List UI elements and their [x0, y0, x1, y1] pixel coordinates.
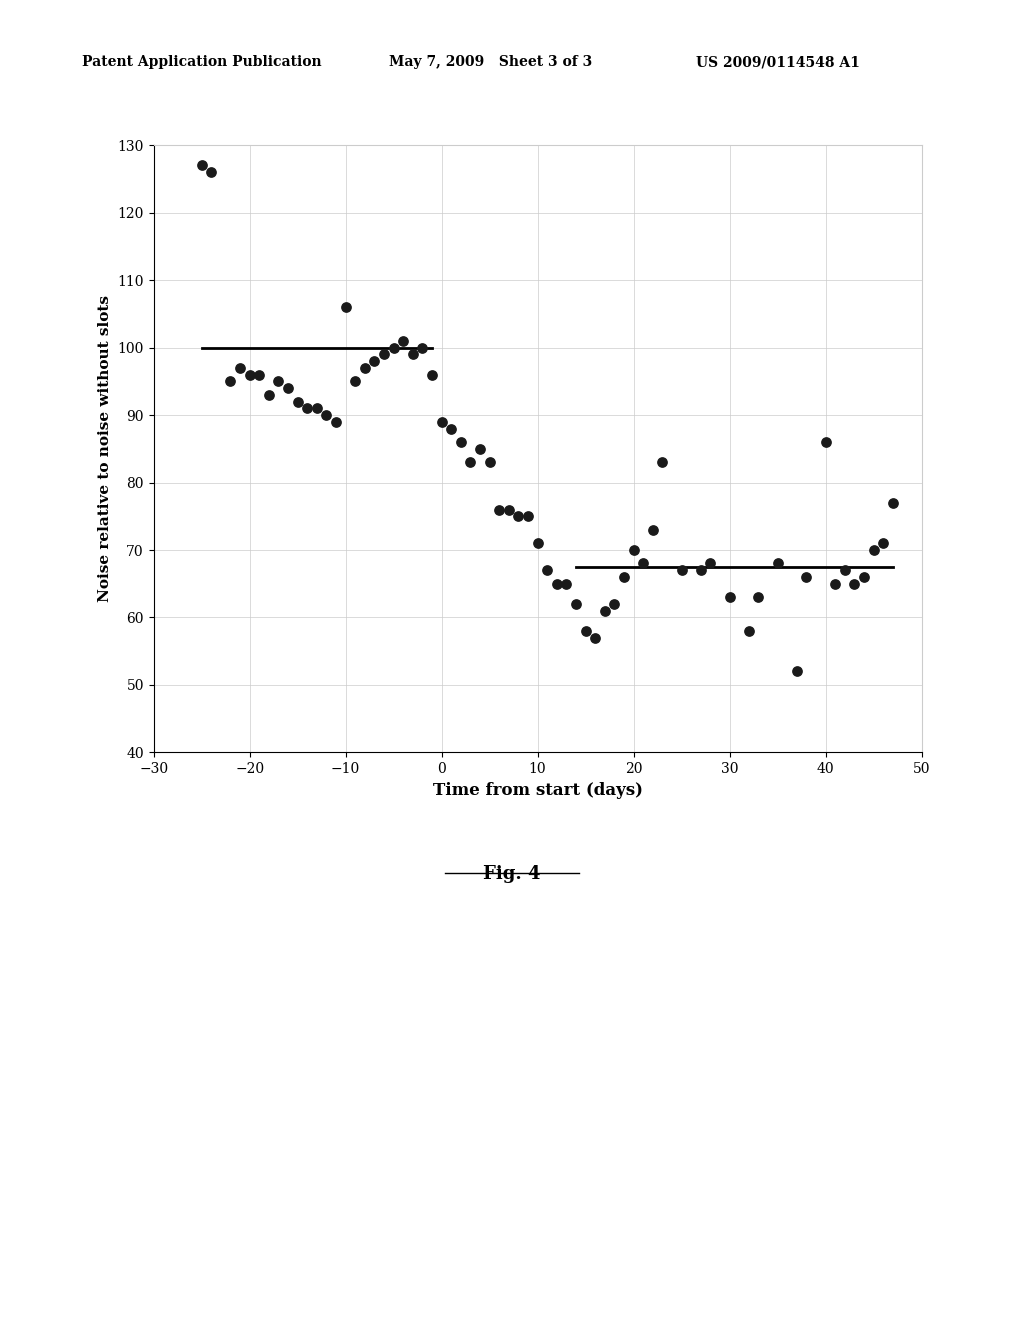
Point: [290, 391, 306, 412]
Point: [865, 540, 882, 561]
Point: [885, 492, 901, 513]
Y-axis label: Noise relative to noise without slots: Noise relative to noise without slots: [98, 296, 112, 602]
Point: [414, 337, 431, 358]
Point: [692, 560, 709, 581]
Point: [376, 343, 392, 364]
Point: [856, 566, 872, 587]
Point: [472, 438, 488, 459]
Point: [722, 586, 738, 607]
Point: [260, 384, 276, 405]
Point: [587, 627, 603, 648]
Point: [654, 451, 671, 473]
Point: [242, 364, 258, 385]
Point: [395, 330, 412, 351]
Point: [788, 661, 805, 682]
Point: [827, 573, 844, 594]
Point: [203, 161, 219, 182]
Point: [328, 412, 344, 433]
Point: [338, 297, 354, 318]
Point: [194, 154, 210, 176]
Point: [443, 418, 460, 440]
Point: [231, 358, 248, 379]
Point: [597, 601, 613, 622]
Point: [270, 371, 287, 392]
Point: [492, 499, 508, 520]
Text: US 2009/0114548 A1: US 2009/0114548 A1: [696, 55, 860, 70]
Point: [404, 343, 421, 364]
Point: [280, 378, 296, 399]
Point: [645, 519, 662, 540]
X-axis label: Time from start (days): Time from start (days): [432, 781, 643, 799]
Point: [481, 451, 498, 473]
Point: [385, 337, 401, 358]
Point: [702, 553, 719, 574]
Point: [453, 432, 469, 453]
Point: [318, 404, 335, 425]
Point: [567, 594, 584, 615]
Point: [356, 358, 373, 379]
Text: Patent Application Publication: Patent Application Publication: [82, 55, 322, 70]
Point: [578, 620, 594, 642]
Point: [674, 560, 690, 581]
Point: [299, 397, 315, 418]
Point: [347, 371, 364, 392]
Point: [222, 371, 239, 392]
Point: [740, 620, 757, 642]
Point: [817, 432, 834, 453]
Text: May 7, 2009   Sheet 3 of 3: May 7, 2009 Sheet 3 of 3: [389, 55, 592, 70]
Point: [520, 506, 537, 527]
Point: [837, 560, 853, 581]
Point: [462, 451, 478, 473]
Point: [501, 499, 517, 520]
Point: [433, 412, 450, 433]
Point: [539, 560, 555, 581]
Point: [751, 586, 767, 607]
Point: [367, 351, 383, 372]
Point: [549, 573, 565, 594]
Point: [606, 594, 623, 615]
Point: [846, 573, 862, 594]
Point: [308, 397, 325, 418]
Point: [635, 553, 651, 574]
Point: [626, 540, 642, 561]
Text: Fig. 4: Fig. 4: [483, 865, 541, 883]
Point: [558, 573, 574, 594]
Point: [510, 506, 526, 527]
Point: [799, 566, 815, 587]
Point: [424, 364, 440, 385]
Point: [615, 566, 632, 587]
Point: [874, 533, 891, 554]
Point: [529, 533, 546, 554]
Point: [251, 364, 267, 385]
Point: [769, 553, 785, 574]
